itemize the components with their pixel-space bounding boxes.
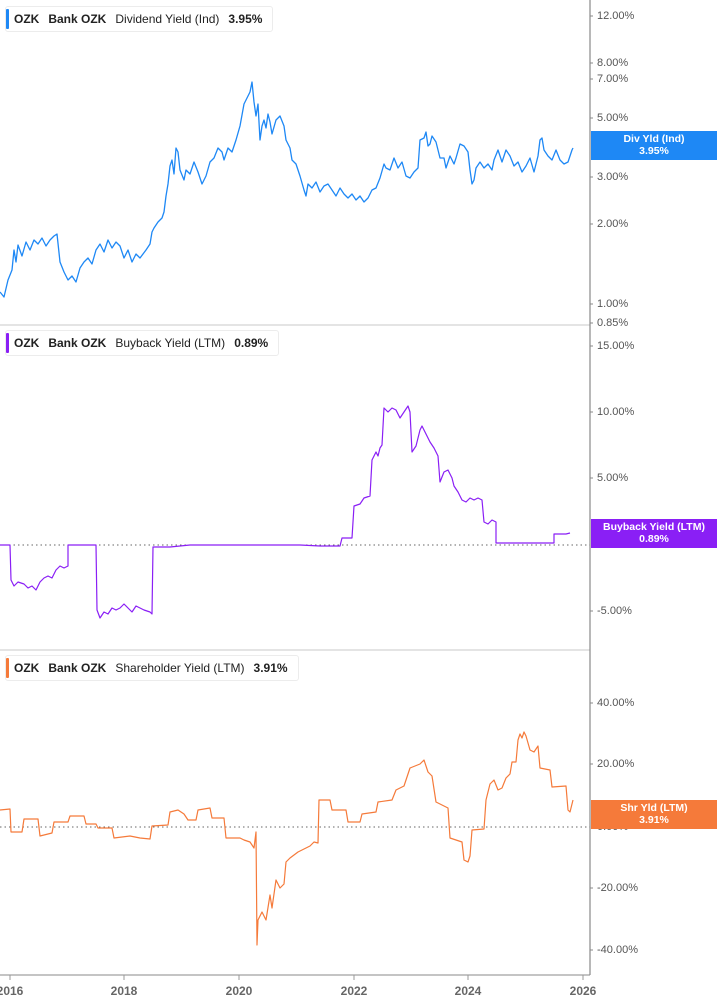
- badge-value: 0.89%: [639, 533, 669, 545]
- company-label: Bank OZK: [48, 12, 107, 26]
- x-tick-label: 2022: [340, 984, 368, 998]
- company-label: Bank OZK: [48, 661, 107, 675]
- badge-label: Buyback Yield (LTM): [603, 521, 705, 533]
- company-label: Bank OZK: [48, 336, 107, 350]
- y-tick-label: 0.85%: [597, 317, 629, 329]
- badge-label: Div Yld (Ind): [623, 133, 685, 145]
- metric-label: Shareholder Yield (LTM): [115, 661, 245, 675]
- x-tick-label: 2020: [225, 984, 253, 998]
- y-tick-label: 3.00%: [597, 171, 629, 183]
- legend-shareholder-yield[interactable]: OZK Bank OZK Shareholder Yield (LTM) 3.9…: [5, 655, 299, 681]
- y-tick-label: 12.00%: [597, 10, 635, 22]
- y-tick-label: 5.00%: [597, 472, 629, 484]
- y-tick-label: 15.00%: [597, 340, 635, 352]
- series-color-swatch: [6, 658, 9, 678]
- legend-buyback-yield[interactable]: OZK Bank OZK Buyback Yield (LTM) 0.89%: [5, 330, 280, 356]
- y-tick-label: -40.00%: [597, 944, 638, 956]
- metric-value: 3.91%: [253, 661, 288, 675]
- metric-label: Dividend Yield (Ind): [115, 12, 220, 26]
- x-tick-label: 2016: [0, 984, 24, 998]
- y-tick-label: -20.00%: [597, 882, 638, 894]
- y-tick-label: 8.00%: [597, 57, 629, 69]
- y-tick-label: 1.00%: [597, 298, 629, 310]
- shareholder-yield-line: [0, 731, 574, 946]
- buyback-yield-line: [0, 405, 571, 619]
- series-color-swatch: [6, 333, 9, 353]
- y-tick-label: 40.00%: [597, 697, 635, 709]
- x-tick-marks: [9, 975, 584, 980]
- ticker-label: OZK: [14, 661, 40, 675]
- y-tick-label: 7.00%: [597, 73, 629, 85]
- x-tick-label: 2026: [569, 984, 597, 998]
- dividend-yield-line: [0, 81, 574, 298]
- current-value-badge-shareholder: Shr Yld (LTM) 3.91%: [591, 800, 717, 829]
- x-tick-label: 2018: [110, 984, 138, 998]
- y-tick-label: 2.00%: [597, 218, 629, 230]
- y-tick-label: 20.00%: [597, 758, 635, 770]
- metric-label: Buyback Yield (LTM): [115, 336, 226, 350]
- ticker-label: OZK: [14, 12, 40, 26]
- x-tick-label: 2024: [454, 984, 482, 998]
- badge-value: 3.91%: [639, 814, 669, 826]
- badge-value: 3.95%: [639, 145, 669, 157]
- y-tick-label: 10.00%: [597, 406, 635, 418]
- y-tick-label: -5.00%: [597, 605, 632, 617]
- y-tick-label: 5.00%: [597, 112, 629, 124]
- legend-dividend-yield[interactable]: OZK Bank OZK Dividend Yield (Ind) 3.95%: [5, 6, 274, 32]
- ticker-label: OZK: [14, 336, 40, 350]
- current-value-badge-buyback: Buyback Yield (LTM) 0.89%: [591, 519, 717, 548]
- metric-value: 3.95%: [228, 12, 263, 26]
- current-value-badge-dividend: Div Yld (Ind) 3.95%: [591, 131, 717, 160]
- metric-value: 0.89%: [234, 336, 269, 350]
- series-color-swatch: [6, 9, 9, 29]
- y-tick-marks: [590, 15, 593, 951]
- badge-label: Shr Yld (LTM): [620, 802, 688, 814]
